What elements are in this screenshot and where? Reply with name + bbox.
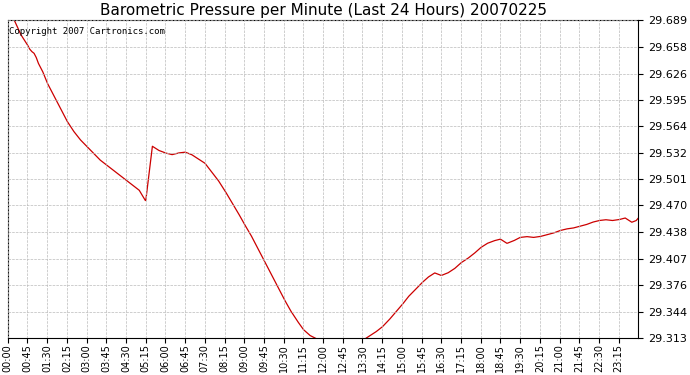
Title: Barometric Pressure per Minute (Last 24 Hours) 20070225: Barometric Pressure per Minute (Last 24 …	[99, 3, 546, 18]
Text: Copyright 2007 Cartronics.com: Copyright 2007 Cartronics.com	[9, 27, 165, 36]
